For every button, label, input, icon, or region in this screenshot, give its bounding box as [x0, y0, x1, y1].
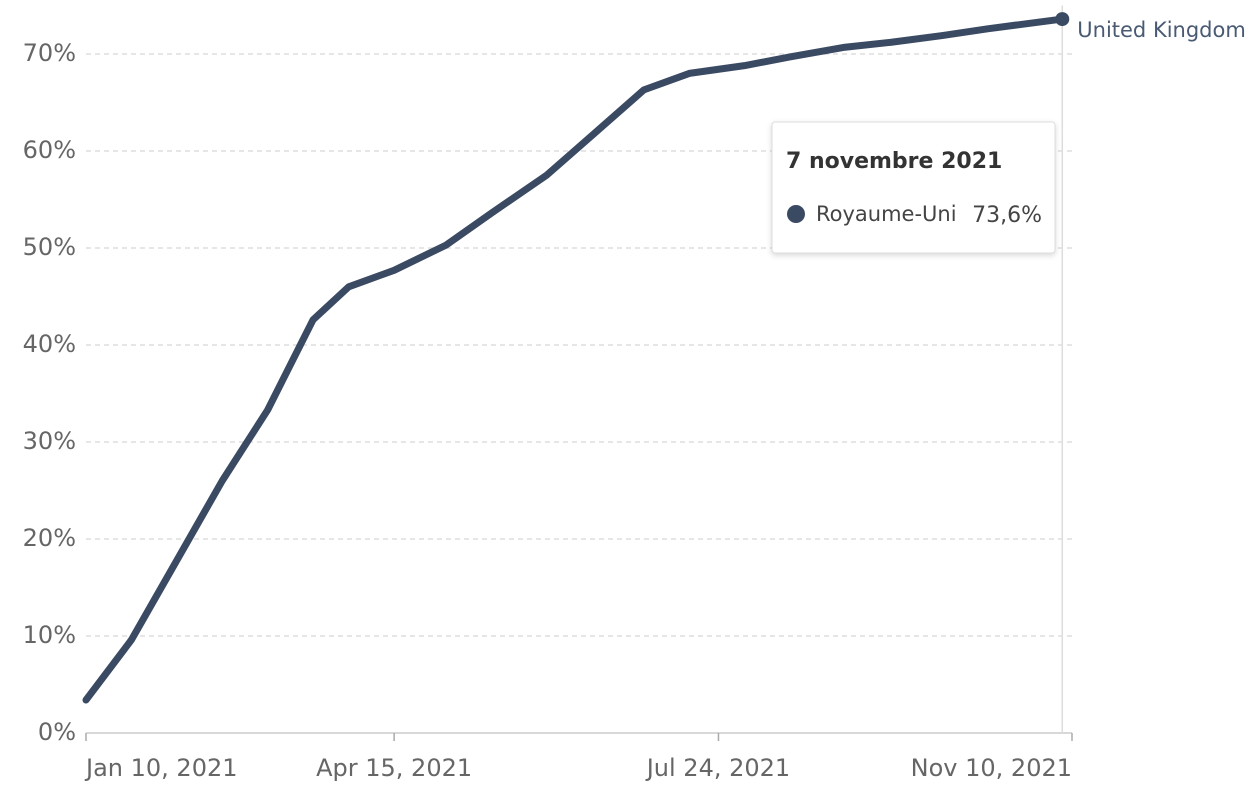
y-tick-label: 20% [23, 524, 76, 552]
y-tick-label: 40% [23, 330, 76, 358]
y-tick-label: 60% [23, 136, 76, 164]
x-tick-label: Jul 24, 2021 [645, 754, 790, 782]
y-tick-label: 70% [23, 39, 76, 67]
series-label: United Kingdom [1077, 18, 1246, 42]
x-tick-label: Apr 15, 2021 [316, 754, 472, 782]
x-tick-label: Jan 10, 2021 [84, 754, 238, 782]
tooltip-box [771, 121, 1056, 254]
tooltip: 7 novembre 2021 Royaume-Uni 73,6% [771, 121, 1056, 254]
y-tick-label: 10% [23, 621, 76, 649]
end-marker [1055, 12, 1070, 27]
tooltip-swatch [787, 205, 805, 223]
y-tick-label: 50% [23, 233, 76, 261]
tooltip-series: Royaume-Uni [816, 202, 957, 226]
tooltip-date: 7 novembre 2021 [786, 149, 1002, 174]
x-tick-label: Nov 10, 2021 [911, 754, 1072, 782]
tooltip-value: 73,6% [972, 203, 1042, 228]
y-tick-label: 0% [38, 718, 76, 746]
y-tick-label: 30% [23, 427, 76, 455]
line [82, 15, 1066, 704]
